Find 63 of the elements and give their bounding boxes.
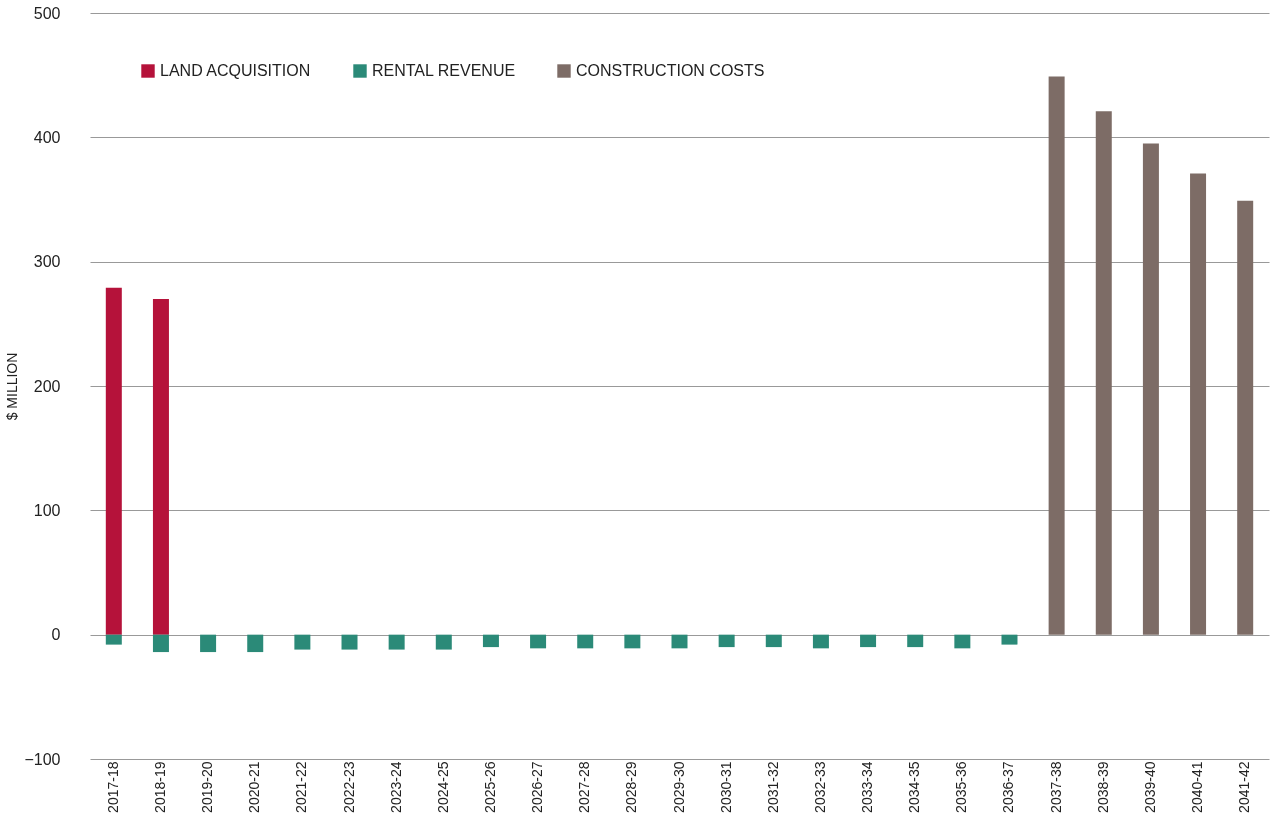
y-tick-label: −100 [24,750,61,768]
bar [1142,143,1159,635]
bar [1095,111,1112,635]
y-tick-label: 300 [33,253,61,271]
x-tick-label: 2040-41 [1189,761,1206,813]
bar [152,634,169,653]
bar [1048,76,1065,635]
bar [1001,634,1018,645]
bar [247,634,264,653]
x-tick-label: 2027-28 [576,761,593,813]
x-tick-label: 2025-26 [481,761,498,813]
bar [954,634,971,649]
y-axis-title: $ MILLION [4,352,21,421]
y-tick-label: 100 [33,501,61,519]
x-tick-label: 2041-42 [1236,761,1253,813]
bar [1237,200,1254,635]
bar [388,634,405,650]
bar [907,634,924,648]
bar [860,634,877,648]
y-tick-label: 400 [33,128,61,146]
bar [152,298,169,635]
bar [671,634,688,649]
x-tick-label: 2038-39 [1094,761,1111,813]
bar [1190,173,1207,635]
x-tick-label: 2030-31 [717,761,734,813]
bar [765,634,782,648]
bar [482,634,499,648]
x-tick-label: 2034-35 [906,761,923,813]
x-tick-label: 2029-30 [670,761,687,813]
bar [435,634,452,650]
bar [577,634,594,649]
x-tick-label: 2028-29 [623,761,640,813]
y-tick-label: 500 [33,4,61,22]
y-tick-label: 0 [51,626,61,644]
x-tick-label: 2020-21 [246,761,263,813]
x-tick-label: 2035-36 [953,761,970,813]
x-tick-label: 2023-24 [387,761,404,813]
legend-label: RENTAL REVENUE [372,62,516,79]
x-tick-label: 2036-37 [1000,761,1017,813]
x-tick-label: 2033-34 [859,761,876,813]
bar [294,634,311,650]
x-tick-label: 2026-27 [529,761,546,813]
y-tick-label: 200 [33,377,61,395]
bar [530,634,547,649]
legend-label: CONSTRUCTION COSTS [576,62,765,79]
bar [200,634,217,653]
x-tick-label: 2017-18 [104,761,121,813]
bar [105,634,122,645]
x-tick-label: 2032-33 [811,761,828,813]
bar [105,287,122,635]
x-tick-label: 2039-40 [1141,761,1158,813]
x-tick-label: 2021-22 [293,761,310,813]
x-tick-label: 2019-20 [199,761,216,813]
x-tick-label: 2018-19 [151,761,168,813]
bar [812,634,829,649]
x-tick-label: 2022-23 [340,761,357,813]
bar [718,634,735,648]
x-tick-label: 2024-25 [434,761,451,813]
bar [341,634,358,650]
x-tick-label: 2037-38 [1047,761,1064,813]
legend-label: LAND ACQUISITION [160,62,311,79]
x-tick-label: 2031-32 [764,761,781,813]
bar [624,634,641,649]
